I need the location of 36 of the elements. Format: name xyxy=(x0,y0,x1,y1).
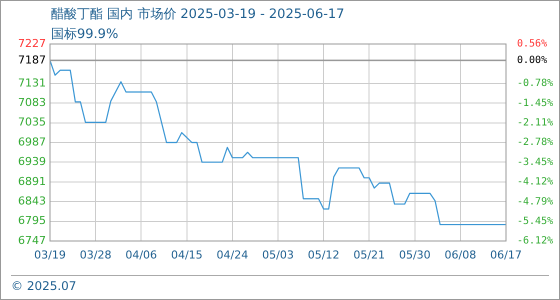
chart-subtitle: 国标99.9% xyxy=(51,26,118,43)
x-tick-label: 04/24 xyxy=(216,248,248,262)
y2-tick-label: 0.00% xyxy=(517,55,548,66)
x-tick-label: 06/17 xyxy=(490,248,522,262)
y2-tick-label: -2.11% xyxy=(517,117,554,128)
y-tick-label: 6987 xyxy=(18,135,46,148)
y-tick-label: 7131 xyxy=(18,76,46,90)
text: © 2025.07 xyxy=(11,275,549,293)
y2-tick-label: -2.78% xyxy=(517,137,554,148)
y-tick-label: 6747 xyxy=(18,234,46,247)
y-tick-label: 6843 xyxy=(18,194,46,208)
y2-tick-label: -6.12% xyxy=(517,236,554,247)
y-tick-label: 6795 xyxy=(18,214,46,228)
x-tick-label: 05/12 xyxy=(308,248,340,262)
x-tick-label: 04/15 xyxy=(170,248,203,262)
x-tick-label: 04/06 xyxy=(125,248,158,262)
x-tick-label: 05/21 xyxy=(353,248,386,262)
y2-tick-label: -1.45% xyxy=(517,98,554,109)
y-tick-label: 6939 xyxy=(18,155,46,168)
y2-tick-label: -4.79% xyxy=(517,196,554,208)
y2-tick-label: -0.78% xyxy=(517,78,554,90)
x-tick-label: 06/08 xyxy=(444,248,476,262)
y2-tick-label: -5.45% xyxy=(517,216,554,227)
chart-title: 醋酸丁酯 国内 市场价 2025-03-19 - 2025-06-17 xyxy=(51,6,344,23)
x-tick-label: 05/30 xyxy=(398,248,431,262)
y-tick-label: 7227 xyxy=(18,36,46,50)
y2-tick-label: 0.56% xyxy=(517,38,548,50)
y-tick-label: 7187 xyxy=(18,53,46,66)
x-tick-label: 05/03 xyxy=(262,248,294,262)
y-tick-label: 7035 xyxy=(18,116,46,129)
y2-tick-label: -4.12% xyxy=(517,176,554,188)
x-tick-label: 03/28 xyxy=(80,248,112,262)
y-tick-label: 7083 xyxy=(18,96,46,109)
x-tick-label: 03/19 xyxy=(34,248,66,262)
y2-tick-label: -3.45% xyxy=(517,156,554,168)
y-tick-label: 6891 xyxy=(18,174,46,188)
